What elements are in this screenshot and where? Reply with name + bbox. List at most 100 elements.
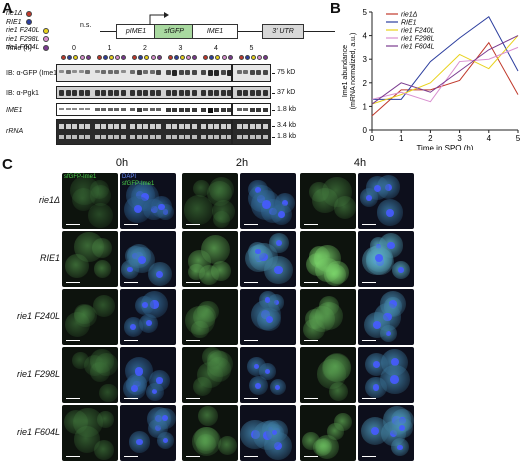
merge-image [358,231,414,287]
rrna-band-lower [178,135,184,139]
nucleus [253,363,260,370]
protein-band [149,70,155,74]
lane-dot [173,55,179,60]
cell-body [70,175,99,205]
rrna-band-lower [172,135,177,139]
rrna-band-lower [65,135,71,139]
rna-band [156,108,161,111]
rrna-band-lower [94,135,100,139]
timepoint-label: 1 [107,45,112,52]
blot-divider [231,65,233,81]
lane-dot [108,55,114,60]
cell-body [201,347,222,367]
channel-label-gfp-merge: sfGFP-Ime1 [122,181,155,187]
nucleus [141,302,148,309]
legend-label: rie1 F604L [401,44,435,51]
lane-dot [61,55,66,60]
rna-band [207,108,213,113]
rrna-band-lower [114,135,119,139]
merge-image [120,405,176,461]
lane-dot [215,55,221,60]
rrna-band-upper [143,124,148,129]
cell-body [315,438,332,455]
scale-bar [66,397,80,399]
legend-label: rie1 F298L [401,36,435,43]
cell-body [200,235,230,265]
cell-body [321,353,351,383]
panel-b-label: B [330,0,341,17]
cell-body [94,352,118,376]
gfp-image [62,405,118,461]
legend-entry-label: rie1 F604L [6,44,40,51]
rrna-band-lower [185,135,190,139]
cell-body [306,253,330,277]
series-line [371,41,519,117]
y-tick-label: 1 [363,102,368,111]
legend-label: rie1Δ [401,12,418,19]
marker-tick [272,73,275,74]
nucleus [152,389,158,395]
nucleus [281,199,288,206]
scale-bar [186,397,200,399]
rna-band [72,108,77,110]
lane-dot [257,55,263,60]
lane-dot [263,55,269,60]
cell-body [90,184,111,206]
cell-body [208,176,234,203]
series-line [371,35,519,105]
rna-band [256,108,261,112]
size-1-8kb: 1.8 kb [277,106,297,113]
panel-c-label: C [2,156,13,173]
pgk1-band [249,90,255,96]
legend-dot [25,19,32,25]
protein-band [227,70,232,76]
scale-bar [362,339,376,341]
lane-dot [227,55,233,60]
lane-dot [238,55,244,60]
protein-band [65,70,71,74]
merge-image [240,347,296,403]
rrna-band-lower [149,135,155,139]
utr-box: 3' UTR [262,24,304,39]
protein-band [156,70,161,75]
pgk1-band [72,90,77,96]
merge-image [240,289,296,345]
pgk1-band [94,90,100,96]
x-tick-label: 2 [428,134,433,143]
scale-bar [244,455,258,457]
gfp-image [182,173,238,229]
cell-body [65,311,91,337]
protein-band [165,70,171,75]
rna-band [85,108,90,110]
gfp-image [300,173,356,229]
lane-dot [192,55,198,60]
pgk1-band [256,90,261,96]
rrna-band-lower [156,135,161,139]
pgk1-band [136,90,142,96]
scale-bar [362,397,376,399]
scale-bar [66,281,80,283]
legend-dot [43,27,50,34]
rna-band [130,108,135,111]
timepoint-header: 2h [235,157,249,169]
y-tick-label: 3 [363,55,368,64]
rna-band [249,108,255,112]
cell-body [93,260,112,278]
lane-dot [79,55,85,60]
nucleus [130,384,138,392]
promoter-box: pIME1 [116,24,156,39]
lane-dot [203,55,208,60]
protein-band [191,70,197,75]
pgk1-band [172,90,177,96]
timepoint-label: 3 [178,45,183,52]
rna-band [191,108,197,112]
timepoint-header: 0h [115,157,129,169]
timepoint-label: 4 [214,45,218,52]
cell-body [93,295,115,317]
rrna-band-upper [249,124,255,129]
nucleus [150,300,159,309]
cell-body [194,426,219,451]
pgk1-band [178,90,184,96]
scale-bar [186,455,200,457]
pgk1-band [65,90,71,96]
